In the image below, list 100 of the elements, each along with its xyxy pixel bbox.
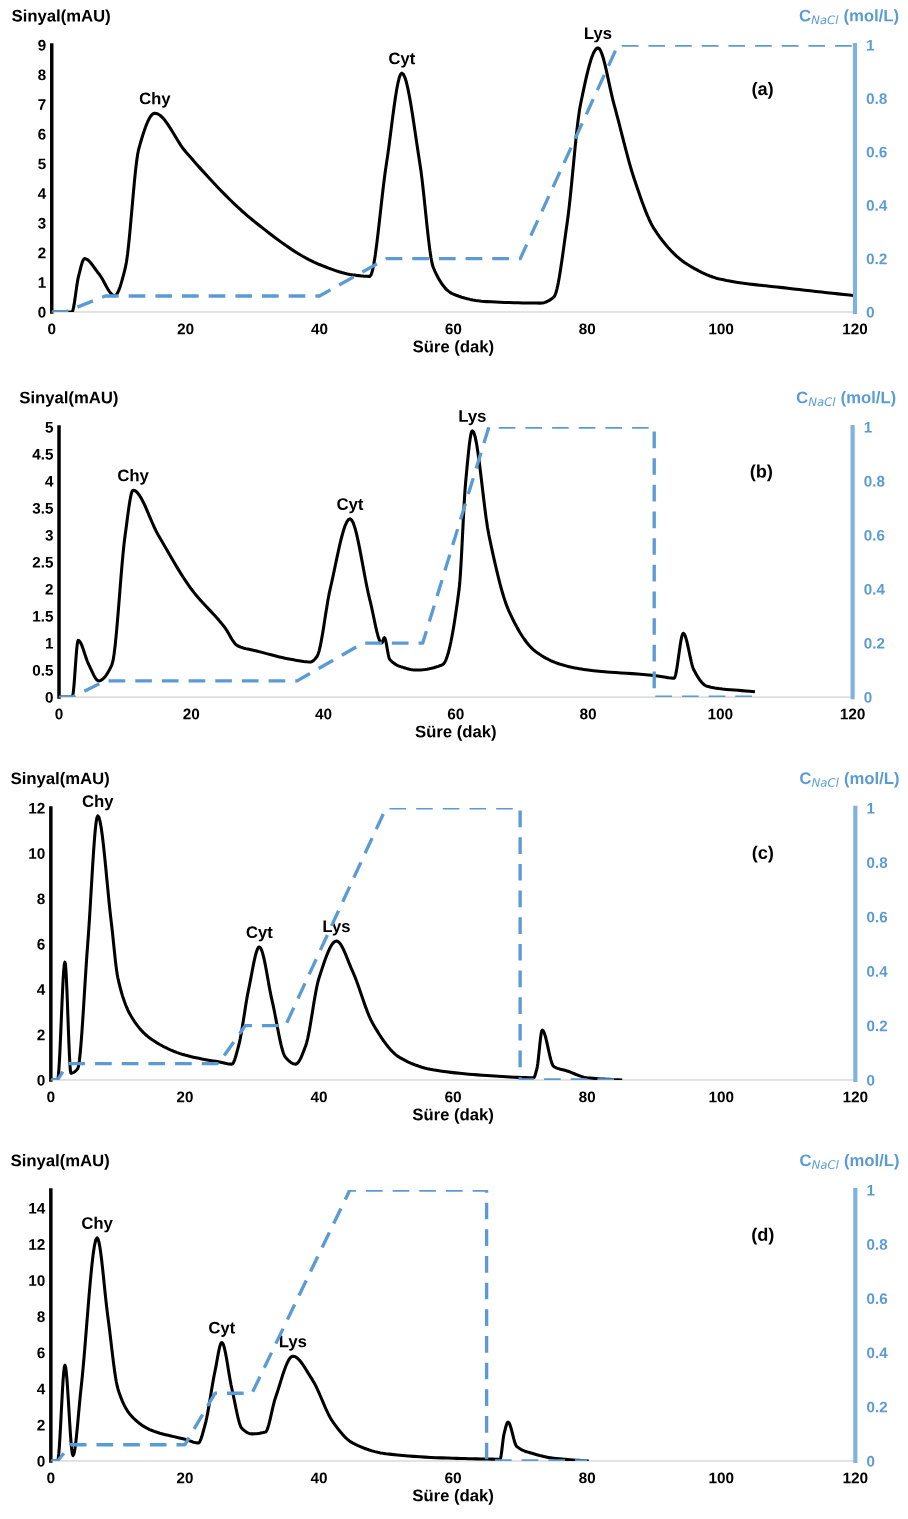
y-tick-label: 12: [29, 1239, 45, 1250]
y-tick-label: 1: [38, 277, 46, 288]
x-tick-label: 100: [709, 323, 734, 335]
x-tick-label: 20: [176, 1091, 193, 1103]
y2-tick-label: 0.2: [867, 1020, 888, 1032]
x-tick-label: 120: [843, 1472, 868, 1484]
y2-tick-label: 0.4: [866, 200, 888, 211]
x-tick-label: 20: [183, 708, 200, 720]
y-tick-label: 10: [29, 1275, 45, 1286]
y-axis-title: Sinyal(mAU): [11, 1154, 109, 1170]
y2-tick-label: 0.8: [867, 857, 888, 869]
y2-tick-label: 0.4: [867, 966, 888, 977]
y-tick-label: 0: [37, 1455, 45, 1467]
x-tick-label: 100: [708, 708, 733, 720]
y-tick-label: 2: [37, 1419, 45, 1431]
x-tick-label: 60: [447, 708, 464, 720]
x-tick-label: 40: [315, 708, 332, 720]
y2-tick-label: 0.6: [864, 529, 885, 541]
y2-axis-title: C$_{NaCl}$ (mol/L): [796, 391, 896, 407]
y2-tick-label: 0.8: [866, 93, 887, 105]
y-tick-label: 3.5: [32, 502, 54, 514]
y2-tick-label: 0.6: [867, 911, 888, 923]
y-tick-label: 14: [29, 1203, 46, 1214]
y2-tick-label: 0: [867, 1455, 875, 1467]
annotation: (b): [750, 464, 772, 482]
y-tick-label: 2: [37, 1029, 45, 1041]
y-tick-label: 3: [45, 529, 53, 541]
y2-tick-label: 1: [864, 422, 872, 433]
y-tick-label: 0: [37, 1074, 45, 1086]
annotation: Cyt: [389, 52, 416, 68]
y2-axis-title: C$_{NaCl}$ (mol/L): [800, 1153, 899, 1170]
y2-tick-label: 0.8: [864, 475, 885, 487]
y-tick-label: 0: [45, 691, 53, 703]
y2-tick-label: 0.6: [866, 146, 887, 158]
annotation: (c): [752, 845, 773, 863]
y2-tick-label: 0: [864, 691, 872, 703]
y2-tick-label: 0.6: [867, 1293, 888, 1305]
x-axis-title: Süre (dak): [415, 725, 496, 741]
y2-tick-label: 1: [867, 802, 875, 814]
annotation: Chy: [82, 1216, 113, 1233]
annotation: Chy: [82, 794, 114, 811]
y-tick-label: 9: [38, 39, 46, 51]
y-tick-label: 2: [38, 247, 46, 259]
annotation: Cyt: [246, 926, 273, 942]
x-axis-title: Süre (dak): [412, 1489, 494, 1505]
y-tick-label: 1.5: [33, 611, 54, 622]
y2-tick-label: 0.2: [864, 637, 885, 649]
y-tick-label: 4: [45, 476, 54, 487]
x-tick-label: 60: [445, 1091, 461, 1103]
x-tick-label: 40: [311, 323, 328, 335]
x-tick-label: 40: [310, 1472, 327, 1484]
y-tick-label: 6: [37, 1347, 45, 1359]
x-tick-label: 120: [843, 323, 868, 335]
y-tick-label: 0.5: [32, 664, 54, 676]
x-tick-label: 80: [579, 1091, 596, 1103]
y-tick-label: 2: [45, 583, 53, 595]
y2-tick-label: 1: [867, 39, 875, 51]
x-axis-title: Süre (dak): [413, 340, 494, 356]
line-series: [50, 1189, 589, 1461]
y-tick-label: 8: [37, 1311, 45, 1323]
annotation: Cyt: [337, 498, 364, 514]
annotation: Cyt: [209, 1321, 236, 1337]
y2-tick-label: 0.2: [866, 253, 887, 265]
y-tick-label: 10: [29, 848, 45, 859]
annotation: Lys: [279, 1335, 307, 1351]
y2-tick-label: 0.2: [867, 1401, 888, 1413]
y-tick-label: 3: [38, 217, 46, 229]
y-tick-label: 12: [29, 802, 45, 814]
y-tick-label: 4: [37, 188, 47, 199]
x-tick-label: 60: [445, 1472, 461, 1484]
y2-tick-label: 0.8: [867, 1239, 888, 1250]
y-tick-label: 1: [45, 638, 54, 649]
y-tick-label: 6: [38, 128, 46, 140]
y-tick-label: 6: [37, 938, 45, 950]
x-tick-label: 40: [310, 1091, 327, 1103]
y-axis-title: Sinyal(mAU): [19, 391, 118, 407]
annotation: Chy: [139, 92, 171, 108]
x-tick-label: 120: [840, 708, 865, 720]
y2-tick-label: 0.4: [867, 1347, 888, 1359]
annotation: Chy: [118, 469, 149, 485]
annotation: Lys: [323, 920, 350, 936]
y-tick-label: 2.5: [32, 556, 54, 568]
y-tick-label: 4: [37, 1383, 46, 1395]
x-tick-label: 80: [579, 323, 596, 335]
y-tick-label: 4: [37, 984, 46, 995]
y-axis-title: Sinyal(mAU): [12, 9, 110, 25]
annotation: (d): [752, 1227, 774, 1245]
x-tick-label: 20: [177, 323, 194, 335]
y2-axis-title: C$_{NaCl}$ (mol/L): [799, 9, 899, 25]
y-tick-label: 8: [37, 893, 45, 905]
y-tick-label: 7: [38, 99, 46, 110]
y2-tick-label: 0.4: [864, 583, 885, 595]
x-tick-label: 120: [843, 1091, 868, 1103]
x-tick-label: 60: [445, 323, 462, 335]
y-tick-label: 8: [38, 69, 46, 81]
y2-tick-label: 0: [867, 1074, 875, 1086]
x-axis-title: Süre (dak): [412, 1108, 494, 1124]
y2-axis-title: C$_{NaCl}$ (mol/L): [800, 771, 899, 788]
x-tick-label: 20: [176, 1472, 193, 1484]
y-tick-label: 5: [38, 158, 46, 170]
